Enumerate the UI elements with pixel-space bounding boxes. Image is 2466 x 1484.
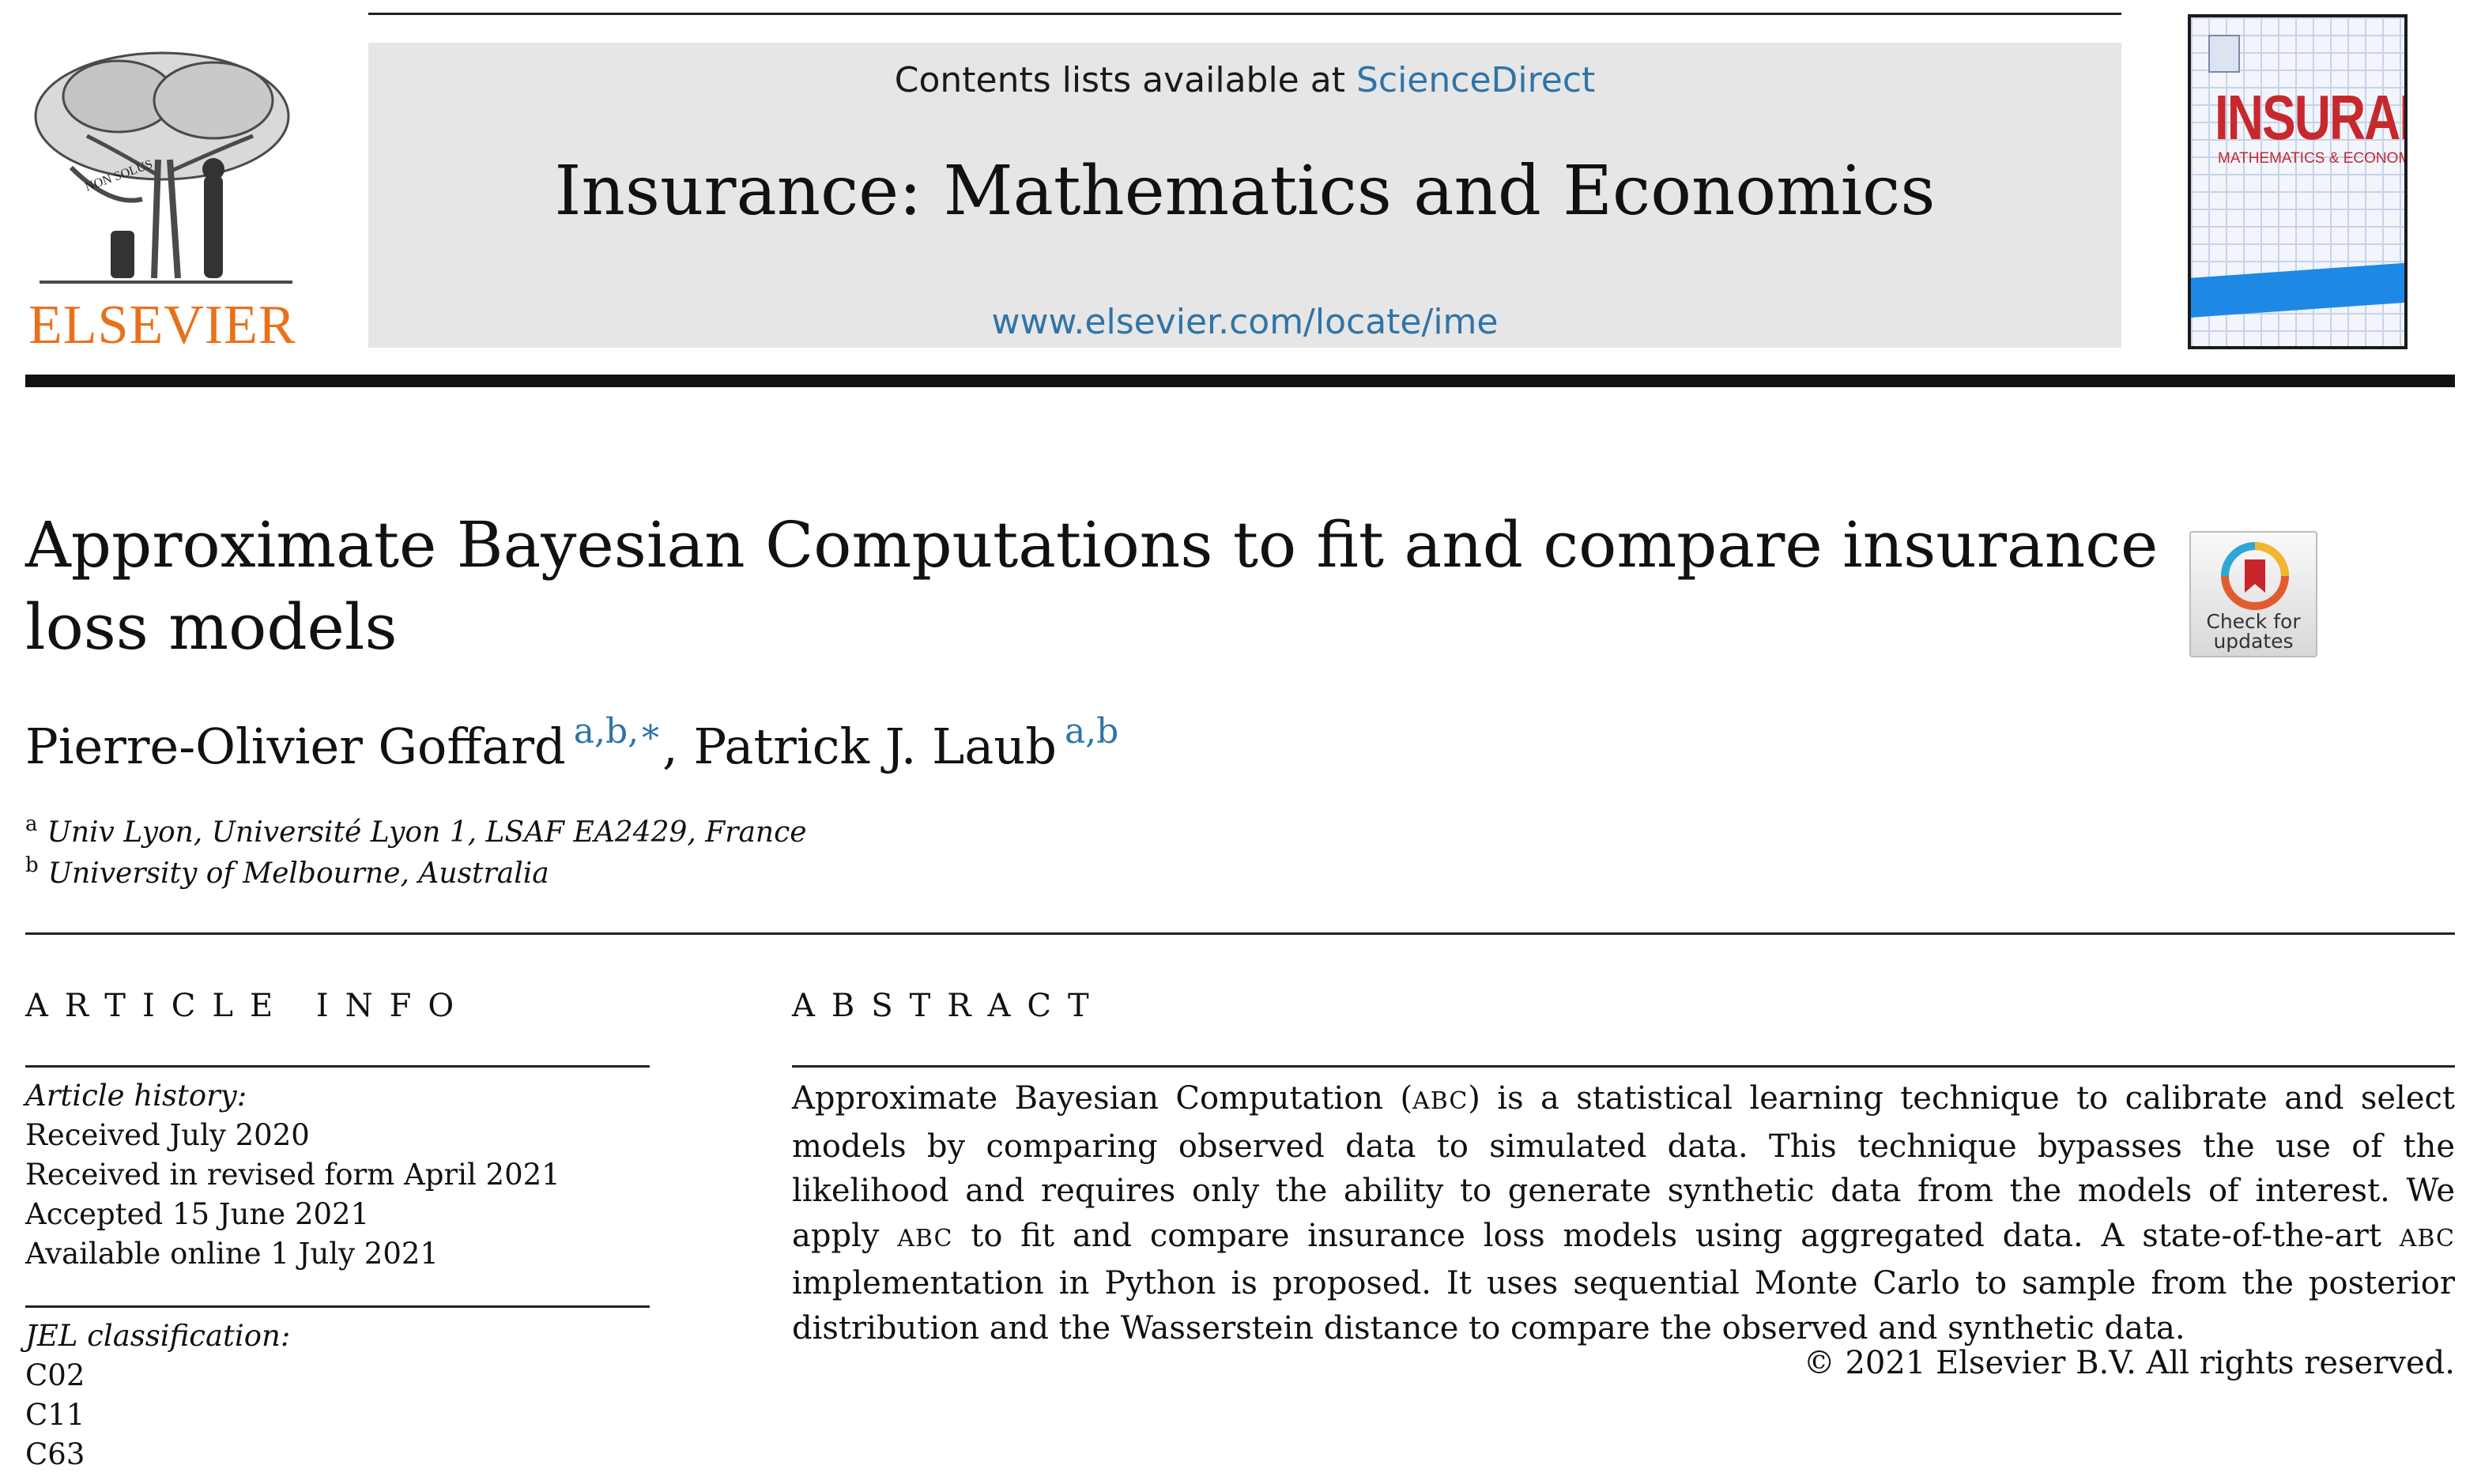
abc-acronym: ABC [897, 1224, 953, 1252]
abstract-heading: ABSTRACT [792, 988, 1106, 1024]
crossmark-label: Check for updates [2191, 612, 2316, 651]
abc-acronym: ABC [2399, 1224, 2455, 1252]
header-thick-rule [25, 375, 2455, 387]
author-list: Pierre-Olivier Goffard a,b,∗, Patrick J. … [25, 711, 1118, 775]
abstract-segment: ) is a statistical learning technique to… [792, 1080, 2455, 1254]
article-history: Article history: Received July 2020 Rece… [25, 1076, 560, 1274]
abstract-text: Approximate Bayesian Computation (ABC) i… [792, 1076, 2455, 1350]
affiliation: a Univ Lyon, Université Lyon 1, LSAF EA24… [25, 812, 807, 849]
article-info-heading: ARTICLE INFO [25, 988, 471, 1024]
history-item: Available online 1 July 2021 [25, 1237, 439, 1271]
journal-title[interactable]: Insurance: Mathematics and Economics [554, 152, 1936, 231]
abstract-segment: Approximate Bayesian Computation ( [792, 1080, 1413, 1117]
journal-url-link[interactable]: www.elsevier.com/locate/ime [991, 302, 1499, 342]
article-title: Approximate Bayesian Computations to fit… [25, 508, 2159, 664]
article-info-rule [25, 1305, 650, 1308]
contents-prefix: Contents lists available at [894, 60, 1356, 100]
abstract-segment: to fit and compare insurance loss models… [952, 1217, 2400, 1254]
header-top-rule [368, 13, 2121, 15]
jel-code: C02 [25, 1358, 85, 1392]
history-item: Received in revised form April 2021 [25, 1158, 560, 1192]
crossmark-line-2: updates [2213, 630, 2294, 653]
jel-classification: JEL classification: C02 C11 C63 [25, 1316, 290, 1475]
jel-label: JEL classification: [25, 1319, 291, 1353]
author-affiliation-marks[interactable]: a,b [1064, 711, 1119, 751]
author-separator: , [662, 718, 694, 775]
history-label: Article history: [25, 1079, 247, 1113]
jel-code: C11 [25, 1398, 85, 1432]
history-item: Accepted 15 June 2021 [25, 1197, 370, 1231]
check-for-updates-button[interactable]: Check for updates [2189, 531, 2317, 657]
affiliation-mark: b [25, 853, 39, 877]
crossmark-bookmark-icon [2221, 542, 2289, 610]
copyright-notice: © 2021 Elsevier B.V. All rights reserved… [1803, 1345, 2455, 1381]
elsevier-wordmark: ELSEVIER [28, 295, 296, 356]
affiliation-mark: a [25, 812, 38, 836]
elsevier-logo[interactable]: NON SOLUS ELSEVIER [24, 41, 308, 357]
jel-code: C63 [25, 1437, 85, 1471]
elsevier-tree-icon: NON SOLUS [34, 51, 292, 284]
abstract-segment: implementation in Python is proposed. It… [792, 1265, 2455, 1347]
affiliation: b University of Melbourne, Australia [25, 853, 549, 890]
journal-cover-thumbnail[interactable]: INSURANCE MATHEMATICS & ECONOMICS [2188, 14, 2408, 349]
history-item: Received July 2020 [25, 1118, 310, 1152]
cover-title: INSURANCE [2215, 81, 2404, 153]
article-info-rule [25, 1065, 650, 1068]
journal-banner: Contents lists available at ScienceDirec… [368, 43, 2121, 348]
cover-blue-band [2191, 262, 2404, 318]
affiliation-text: Univ Lyon, Université Lyon 1, LSAF EA242… [47, 816, 807, 849]
author-name[interactable]: Pierre-Olivier Goffard [25, 718, 566, 775]
sciencedirect-link[interactable]: ScienceDirect [1356, 60, 1596, 100]
author-name[interactable]: Patrick J. Laub [693, 718, 1057, 775]
cover-subtitle: MATHEMATICS & ECONOMICS [2218, 150, 2404, 167]
crossmark-line-1: Check for [2206, 610, 2301, 633]
contents-line: Contents lists available at ScienceDirec… [368, 60, 2121, 100]
section-divider [25, 932, 2455, 935]
author-affiliation-marks[interactable]: a,b,∗ [573, 711, 663, 751]
affiliation-text: University of Melbourne, Australia [47, 857, 549, 890]
cover-elsevier-icon [2208, 35, 2240, 73]
abstract-rule [792, 1065, 2455, 1068]
abc-acronym: ABC [1412, 1087, 1469, 1115]
